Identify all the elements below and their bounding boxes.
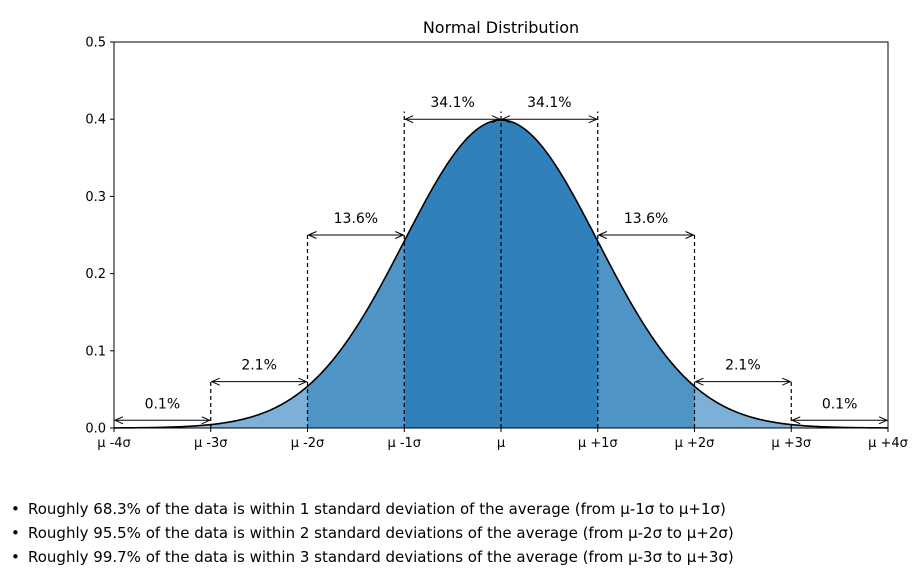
- note-three-sigma: Roughly 99.7% of the data is within 3 st…: [8, 545, 734, 569]
- x-tick-label-6: μ +2σ: [675, 436, 715, 451]
- annotation-label-3: 34.1%: [430, 95, 474, 111]
- annotation-label-6: 2.1%: [725, 358, 761, 374]
- x-tick-label-3: μ -1σ: [387, 436, 421, 451]
- y-tick-label-1: 0.1: [85, 344, 106, 359]
- region-1: [210, 386, 308, 428]
- y-tick-label-0: 0.0: [85, 422, 106, 437]
- chart-title: Normal Distribution: [423, 18, 579, 37]
- summary-notes: Roughly 68.3% of the data is within 1 st…: [8, 497, 734, 569]
- percentage-annotations: 0.1% 2.1% 13.6% 34.1% 34.1% 13.6% 2.1% 0.1%: [115, 95, 887, 420]
- x-tick-label-1: μ -3σ: [194, 436, 228, 451]
- annotation-label-5: 13.6%: [624, 211, 668, 227]
- x-tick-label-5: μ +1σ: [578, 436, 618, 451]
- x-tick-label-4: μ: [497, 436, 505, 451]
- x-axis-ticks: μ -4σ μ -3σ μ -2σ μ -1σ μ μ +1σ μ +2σ μ +3σ μ +4…: [97, 428, 908, 451]
- normal-distribution-chart: Normal Distribution 0.1% 2.1% 13.6% 34.1% 34…: [85, 18, 908, 451]
- y-tick-label-4: 0.4: [85, 113, 106, 128]
- y-axis-ticks: 0.0 0.1 0.2 0.3 0.4 0.5: [85, 36, 114, 437]
- y-tick-label-3: 0.3: [85, 190, 106, 205]
- region-5: [694, 386, 792, 428]
- annotation-label-2: 13.6%: [334, 211, 378, 227]
- note-one-sigma: Roughly 68.3% of the data is within 1 st…: [8, 497, 734, 521]
- annotation-label-0: 0.1%: [145, 396, 181, 412]
- annotation-label-7: 0.1%: [822, 396, 858, 412]
- x-tick-label-0: μ -4σ: [97, 436, 131, 451]
- region-3: [404, 120, 598, 429]
- x-tick-label-8: μ +4σ: [868, 436, 908, 451]
- y-tick-label-5: 0.5: [85, 36, 106, 51]
- annotation-label-4: 34.1%: [527, 95, 571, 111]
- annotation-label-1: 2.1%: [241, 358, 277, 374]
- x-tick-label-2: μ -2σ: [291, 436, 325, 451]
- note-two-sigma: Roughly 95.5% of the data is within 2 st…: [8, 521, 734, 545]
- x-tick-label-7: μ +3σ: [771, 436, 811, 451]
- y-tick-label-2: 0.2: [85, 267, 106, 282]
